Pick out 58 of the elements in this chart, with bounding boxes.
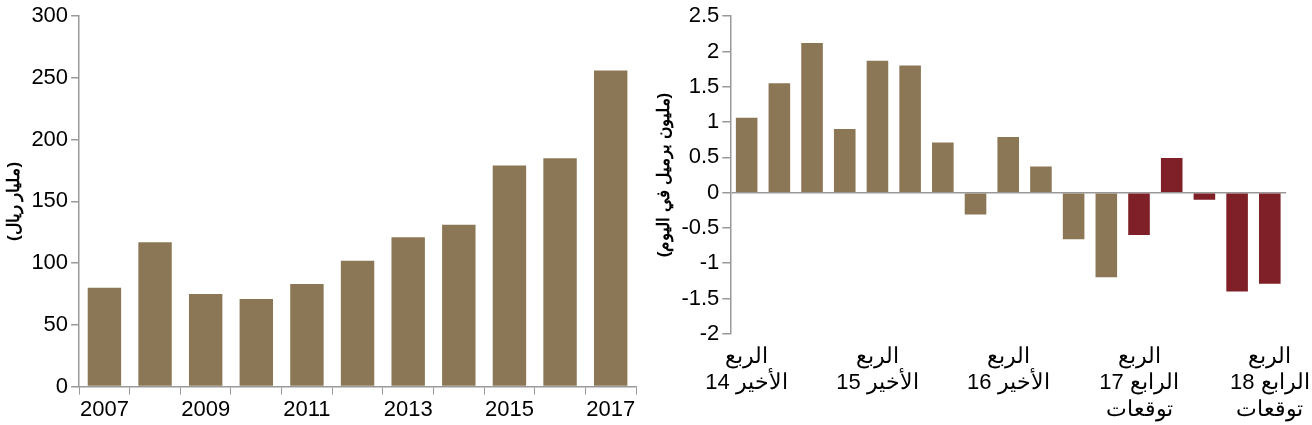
bar <box>1030 166 1052 192</box>
y-axis-title: (مليون برميل في اليوم) <box>653 92 674 258</box>
bar <box>188 294 223 386</box>
bar <box>1128 193 1150 235</box>
y-tick-label: 2 <box>707 37 720 63</box>
bar <box>593 70 628 386</box>
bar <box>138 242 172 386</box>
bar <box>964 193 987 215</box>
x-tick-label: 2011 <box>283 395 331 421</box>
y-tick-label: 150 <box>31 187 69 213</box>
y-tick-label: 100 <box>31 249 69 275</box>
bar <box>492 165 527 386</box>
x-tick-label: 2015 <box>484 395 534 421</box>
y-tick-label: 200 <box>31 125 69 151</box>
y-tick-label: 2.5 <box>688 2 720 28</box>
bar <box>833 129 856 192</box>
bar <box>997 136 1020 192</box>
bar <box>442 224 476 386</box>
y-tick-label: 300 <box>31 2 69 28</box>
x-tick-label: 2009 <box>181 395 231 421</box>
bar <box>899 65 921 192</box>
y-tick-label: 250 <box>31 64 69 89</box>
y-axis-title: (مليار ريال) <box>3 161 24 241</box>
y-tick-label: 0 <box>55 372 69 398</box>
y-tick-label: 0.5 <box>688 143 720 169</box>
bar <box>866 60 889 192</box>
bar <box>735 117 758 192</box>
bar <box>391 237 425 386</box>
y-tick-label: -1.5 <box>681 284 720 310</box>
x-tick-label: 2017 <box>586 395 636 421</box>
bar <box>340 260 375 386</box>
x-tick-label: 2013 <box>383 395 433 421</box>
y-tick-label: 50 <box>43 310 69 336</box>
bar <box>1160 158 1183 192</box>
y-tick-label: 1 <box>707 108 720 134</box>
bar <box>768 83 791 192</box>
bar <box>290 284 324 386</box>
bar <box>1259 193 1281 284</box>
x-tick-label: 2007 <box>79 395 129 421</box>
y-tick-label: -2 <box>699 319 720 345</box>
y-tick-label: 0 <box>707 178 720 204</box>
x-tick-label: الربع الرابع 17 توقعات <box>1099 343 1179 422</box>
bar <box>1226 193 1248 292</box>
bar <box>1095 193 1118 278</box>
y-tick-label: -1 <box>699 249 720 275</box>
bar <box>543 158 577 386</box>
x-tick-label: الربع الأخير 15 <box>836 343 919 396</box>
y-tick-label: 1.5 <box>688 72 720 98</box>
x-tick-label: الربع الرابع 18 توقعات <box>1229 343 1310 422</box>
bar <box>1062 193 1085 240</box>
bar <box>87 287 122 386</box>
bar <box>1193 193 1216 200</box>
bar <box>932 142 954 192</box>
y-tick-label: -0.5 <box>681 214 720 239</box>
bar <box>801 43 823 192</box>
x-tick-label: الربع الأخير 16 <box>966 343 1050 396</box>
x-tick-label: الربع الأخير 14 <box>705 343 788 396</box>
bar <box>239 298 274 386</box>
